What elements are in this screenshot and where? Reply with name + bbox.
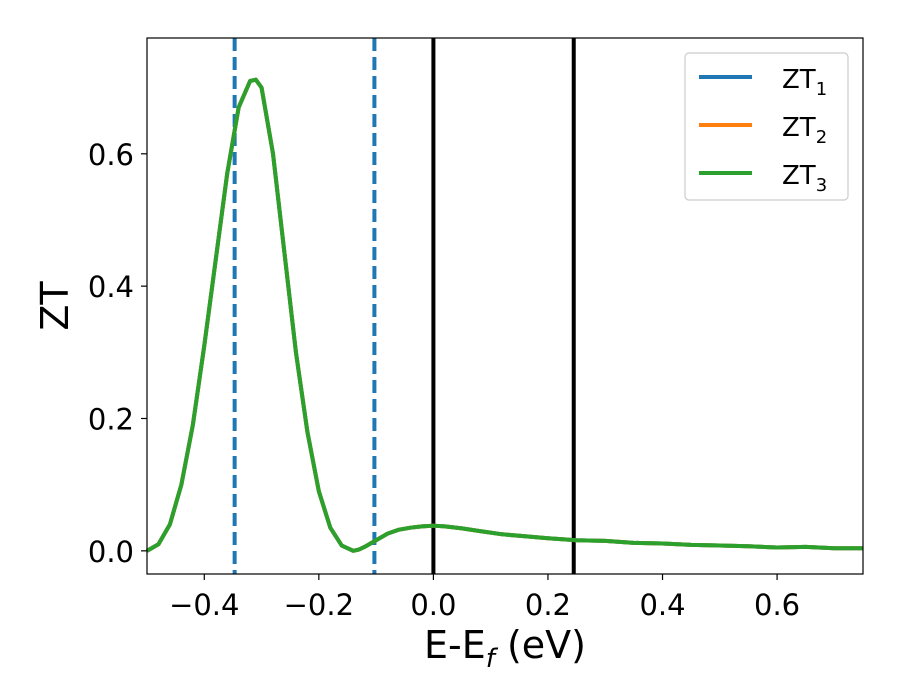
series-line-zt3 [145, 77, 863, 553]
legend-label-zt1: ZT1 [782, 65, 827, 100]
series-lines [145, 77, 863, 553]
legend-box [684, 52, 849, 201]
x-axis-title-unit: (eV) [495, 623, 586, 667]
x-axis-title-main: E-E [424, 623, 486, 667]
legend-label-zt2: ZT2 [782, 113, 827, 148]
x-tick-label: 0.4 [639, 588, 685, 622]
y-tick-label: 0.4 [88, 270, 134, 304]
reference-lines [232, 38, 576, 574]
x-axis-ticks: −0.4 −0.2 0.0 0.2 0.4 0.6 [169, 574, 800, 622]
y-tick-label: 0.2 [88, 402, 134, 436]
y-axis-ticks: 0.0 0.2 0.4 0.6 [88, 138, 147, 569]
x-axis-title: E-Ef (eV) [424, 623, 586, 674]
plot-frame [146, 37, 864, 575]
x-tick-label: −0.4 [169, 588, 239, 622]
legend: ZT1 ZT2 ZT3 [684, 52, 849, 201]
x-tick-label: 0.0 [410, 588, 456, 622]
y-tick-label: 0.6 [88, 138, 134, 172]
y-axis-title: ZT [33, 281, 77, 331]
x-tick-label: 0.2 [525, 588, 571, 622]
x-tick-label: 0.6 [754, 588, 800, 622]
legend-label-zt3: ZT3 [782, 161, 827, 196]
x-tick-label: −0.2 [284, 588, 354, 622]
y-tick-label: 0.0 [88, 535, 134, 569]
